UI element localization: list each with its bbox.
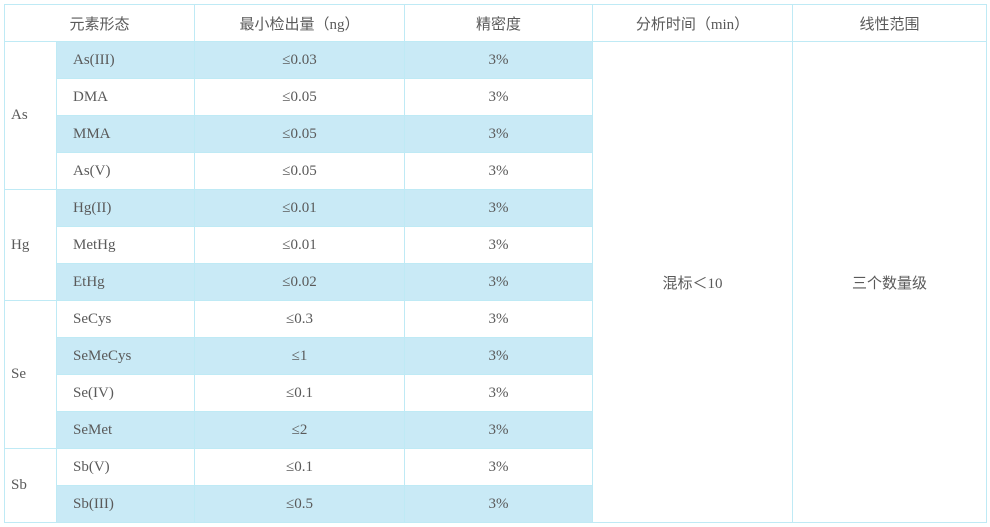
precision-cell: 3% bbox=[405, 338, 593, 375]
form-cell: Sb(V) bbox=[57, 449, 195, 486]
precision-cell: 3% bbox=[405, 227, 593, 264]
table-row: AsAs(III)≤0.033%混标＜10三个数量级 bbox=[5, 42, 987, 79]
lod-cell: ≤0.05 bbox=[195, 153, 405, 190]
header-precision: 精密度 bbox=[405, 5, 593, 42]
form-cell: SeMet bbox=[57, 412, 195, 449]
form-cell: Se(IV) bbox=[57, 375, 195, 412]
lod-cell: ≤0.05 bbox=[195, 79, 405, 116]
linear-range-cell: 三个数量级 bbox=[793, 42, 987, 523]
lod-cell: ≤0.03 bbox=[195, 42, 405, 79]
element-cell: Sb bbox=[5, 449, 57, 523]
element-cell: Se bbox=[5, 301, 57, 449]
lod-cell: ≤1 bbox=[195, 338, 405, 375]
lod-cell: ≤2 bbox=[195, 412, 405, 449]
form-cell: As(V) bbox=[57, 153, 195, 190]
precision-cell: 3% bbox=[405, 190, 593, 227]
form-cell: Sb(III) bbox=[57, 486, 195, 523]
form-cell: MMA bbox=[57, 116, 195, 153]
lod-cell: ≤0.1 bbox=[195, 375, 405, 412]
form-cell: As(III) bbox=[57, 42, 195, 79]
form-cell: SeMeCys bbox=[57, 338, 195, 375]
element-cell: Hg bbox=[5, 190, 57, 301]
precision-cell: 3% bbox=[405, 486, 593, 523]
lod-cell: ≤0.02 bbox=[195, 264, 405, 301]
lod-cell: ≤0.5 bbox=[195, 486, 405, 523]
header-element-form: 元素形态 bbox=[5, 5, 195, 42]
form-cell: EtHg bbox=[57, 264, 195, 301]
lod-cell: ≤0.1 bbox=[195, 449, 405, 486]
precision-cell: 3% bbox=[405, 449, 593, 486]
header-linear-range: 线性范围 bbox=[793, 5, 987, 42]
precision-cell: 3% bbox=[405, 412, 593, 449]
precision-cell: 3% bbox=[405, 264, 593, 301]
speciation-table: 元素形态 最小检出量（ng） 精密度 分析时间（min） 线性范围 AsAs(I… bbox=[4, 4, 987, 523]
form-cell: Hg(II) bbox=[57, 190, 195, 227]
header-analysis-time: 分析时间（min） bbox=[593, 5, 793, 42]
header-lod: 最小检出量（ng） bbox=[195, 5, 405, 42]
precision-cell: 3% bbox=[405, 42, 593, 79]
precision-cell: 3% bbox=[405, 79, 593, 116]
lod-cell: ≤0.01 bbox=[195, 190, 405, 227]
form-cell: MetHg bbox=[57, 227, 195, 264]
element-cell: As bbox=[5, 42, 57, 190]
form-cell: DMA bbox=[57, 79, 195, 116]
precision-cell: 3% bbox=[405, 116, 593, 153]
precision-cell: 3% bbox=[405, 375, 593, 412]
lod-cell: ≤0.05 bbox=[195, 116, 405, 153]
analysis-time-cell: 混标＜10 bbox=[593, 42, 793, 523]
precision-cell: 3% bbox=[405, 153, 593, 190]
precision-cell: 3% bbox=[405, 301, 593, 338]
header-row: 元素形态 最小检出量（ng） 精密度 分析时间（min） 线性范围 bbox=[5, 5, 987, 42]
form-cell: SeCys bbox=[57, 301, 195, 338]
lod-cell: ≤0.01 bbox=[195, 227, 405, 264]
lod-cell: ≤0.3 bbox=[195, 301, 405, 338]
